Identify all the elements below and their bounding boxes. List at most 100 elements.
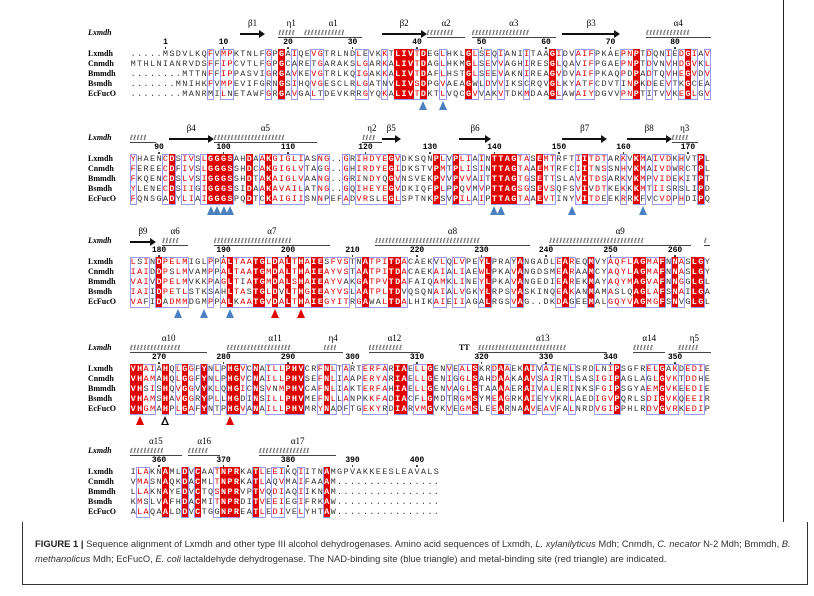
residue: F <box>427 184 433 194</box>
residue: I <box>246 394 252 404</box>
residue: N <box>627 49 633 59</box>
residue: N <box>440 364 446 374</box>
residue: M <box>543 164 549 174</box>
residue: A <box>246 257 252 267</box>
residue: V <box>627 297 633 307</box>
residue: P <box>208 257 214 267</box>
sequence-name: Bsmdh <box>88 79 113 88</box>
strand-arrow <box>168 135 214 143</box>
residue: M <box>201 267 207 277</box>
residue: A <box>517 404 523 414</box>
residue: S <box>504 287 510 297</box>
residue: L <box>691 297 698 307</box>
residue: Q <box>408 287 414 297</box>
residue: V <box>440 174 446 184</box>
residue: A <box>414 267 420 277</box>
residue: H <box>195 79 201 89</box>
residue: E <box>420 174 427 184</box>
residue: V <box>530 404 536 414</box>
residue: E <box>317 257 324 267</box>
residue: K <box>620 154 626 164</box>
residue: T <box>369 277 375 287</box>
residue: G <box>337 467 343 477</box>
residue: L <box>459 49 465 59</box>
residue: H <box>297 297 305 307</box>
residue: I <box>691 49 697 59</box>
residue: V <box>440 79 446 89</box>
residue: V <box>337 267 343 277</box>
residue: S <box>530 184 536 194</box>
residue: A <box>504 277 510 287</box>
residue: M <box>330 477 336 487</box>
sequence-name: Cnmdh <box>88 59 114 68</box>
residue: M <box>201 477 207 487</box>
residue: N <box>671 277 679 287</box>
residue: E <box>704 364 710 374</box>
residue: T <box>349 257 356 267</box>
residue: I <box>356 154 362 164</box>
residue: A <box>400 404 408 414</box>
residue: L <box>220 89 227 99</box>
residue-number: 20 <box>283 38 293 47</box>
residue: P <box>284 394 292 404</box>
residue: P <box>427 79 433 89</box>
residue: I <box>685 287 691 297</box>
residue: A <box>162 477 169 487</box>
residue: L <box>175 257 181 267</box>
residue: D <box>394 257 401 267</box>
residue: I <box>266 374 272 384</box>
conservation-box <box>497 48 505 100</box>
residue: V <box>646 277 652 287</box>
residue: . <box>433 477 439 487</box>
residue: N <box>156 154 162 164</box>
residue: A <box>343 394 349 404</box>
residue: S <box>414 164 420 174</box>
residue: A <box>220 297 227 307</box>
conservation-box <box>264 48 273 100</box>
residue: I <box>240 384 246 394</box>
residue: L <box>627 267 633 277</box>
residue: . <box>343 497 349 507</box>
residue: G <box>220 164 227 174</box>
residue: T <box>311 467 317 477</box>
conservation-box <box>206 48 215 100</box>
strand-arrow <box>130 238 156 246</box>
residue: . <box>356 507 362 517</box>
residue: R <box>311 404 317 414</box>
residue: R <box>369 384 375 394</box>
residue: F <box>595 384 601 394</box>
residue: L <box>414 384 420 394</box>
residue: . <box>362 477 368 487</box>
ss-label: α3 <box>509 18 519 28</box>
residue: N <box>175 59 181 69</box>
residue: E <box>382 164 388 174</box>
residue: . <box>375 507 381 517</box>
residue: K <box>678 174 685 184</box>
residue: Y <box>478 287 485 297</box>
nad-binding-triangle-icon <box>567 206 576 215</box>
residue: A <box>304 257 310 267</box>
residue: L <box>226 267 234 277</box>
residue: V <box>182 49 188 59</box>
residue: M <box>433 394 439 404</box>
residue: V <box>666 384 672 394</box>
residue: W <box>569 89 575 99</box>
residue: . <box>375 477 381 487</box>
sequence-name: Bsmdh <box>88 394 113 403</box>
residue: . <box>401 477 407 487</box>
residue: E <box>491 69 497 79</box>
residue: T <box>549 154 556 164</box>
residue: L <box>453 287 459 297</box>
residue: E <box>659 79 665 89</box>
helix-element: ℓℓℓℓ <box>362 134 382 143</box>
residue: I <box>279 487 285 497</box>
residue: K <box>620 184 626 194</box>
residue: K <box>633 154 640 164</box>
residue: T <box>252 257 259 267</box>
residue: K <box>472 287 478 297</box>
residue: M <box>182 267 188 277</box>
residue: N <box>420 194 427 204</box>
residue: F <box>640 194 646 204</box>
residue: N <box>195 89 201 99</box>
residue-number: 30 <box>347 38 358 47</box>
